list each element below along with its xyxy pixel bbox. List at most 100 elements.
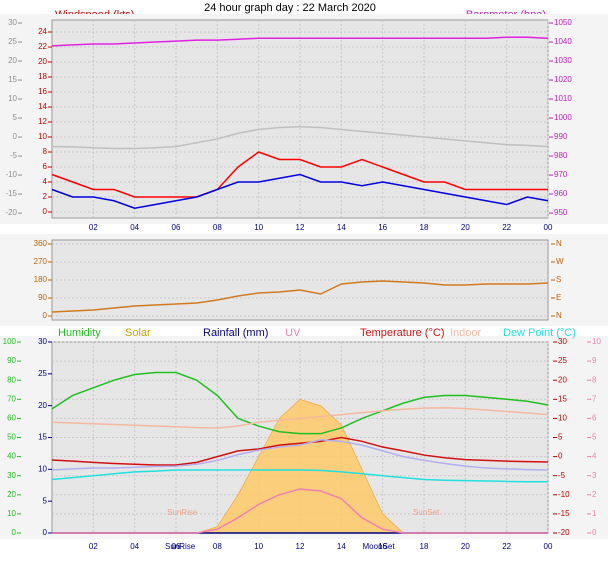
x-tick-label: 02 [89, 223, 98, 232]
y-tick-label: 180 [34, 275, 48, 284]
y2-tick-label: 0 [43, 528, 48, 537]
y2-tick-label: 1030 [554, 56, 572, 65]
annotation: SunRise [167, 508, 198, 517]
y3-tick-label: -20 [558, 528, 570, 537]
x-tick-label: 14 [337, 223, 346, 232]
y-tick-label: 40 [7, 452, 16, 461]
legend-entry: Dew Point (°C) [503, 327, 576, 339]
legend-entry: Indoor [450, 327, 482, 339]
x-tick-label: 16 [378, 542, 387, 551]
series-line [51, 439, 549, 471]
y3-tick-label: -5 [10, 151, 18, 160]
y2-tick-label: 990 [554, 132, 568, 141]
x-tick-label: 10 [254, 542, 263, 551]
series-line [51, 436, 549, 466]
x-tick-label: 02 [89, 542, 98, 551]
legend-entry: Temperature (°C) [360, 327, 444, 339]
x-tick-label: 16 [378, 223, 387, 232]
x-tick-label: 08 [213, 223, 222, 232]
y2-tick-label: 1010 [554, 94, 572, 103]
y2-tick-label: 25 [38, 369, 47, 378]
y2-tick-label: N [556, 311, 562, 320]
y4-tick-label: 5 [592, 433, 597, 442]
x-tick-label: 14 [337, 542, 346, 551]
y3-tick-label: 15 [558, 394, 567, 403]
y-tick-label: 360 [34, 239, 48, 248]
series-line [51, 371, 549, 435]
y-tick-label: 16 [38, 87, 47, 96]
series-line [51, 173, 549, 210]
y3-tick-label: 20 [558, 375, 567, 384]
y2-tick-label: 960 [554, 189, 568, 198]
y2-tick-label: 980 [554, 151, 568, 160]
y3-tick-label: 10 [558, 414, 567, 423]
y4-tick-label: 6 [592, 414, 597, 423]
y-tick-label: 24 [38, 27, 47, 36]
x-tick-label: 10 [254, 223, 263, 232]
y2-tick-label: N [556, 239, 562, 248]
y-tick-label: 8 [43, 147, 48, 156]
y-tick-label: 20 [7, 490, 16, 499]
y3-tick-label: 25 [558, 356, 567, 365]
y4-tick-label: 9 [592, 356, 597, 365]
y2-tick-label: 1000 [554, 113, 572, 122]
y2-tick-label: 15 [38, 433, 47, 442]
y-tick-label: 20 [38, 57, 47, 66]
y3-tick-label: 0 [558, 452, 563, 461]
x-tick-label: 04 [130, 542, 139, 551]
y3-tick-label: -10 [558, 490, 570, 499]
y4-tick-label: 4 [592, 452, 597, 461]
y4-tick-label: 8 [592, 375, 597, 384]
y3-tick-label: 30 [558, 337, 567, 346]
x-tick-label: 06 [172, 223, 181, 232]
series-line [51, 469, 548, 483]
y4-tick-label: 3 [592, 471, 597, 480]
y-tick-label: 10 [7, 509, 16, 518]
y-tick-label: 0 [12, 528, 17, 537]
y-tick-label: 90 [7, 356, 16, 365]
y2-tick-label: 30 [38, 337, 47, 346]
legend-entry: UV [285, 327, 301, 339]
y3-tick-label: -15 [5, 189, 17, 198]
y-tick-label: 10 [38, 132, 47, 141]
y3-tick-label: 20 [8, 56, 17, 65]
y-tick-label: 270 [34, 257, 48, 266]
y-tick-label: 90 [38, 293, 47, 302]
y-tick-label: 4 [43, 177, 48, 186]
y3-tick-label: 5 [13, 113, 18, 122]
y-tick-label: 80 [7, 375, 16, 384]
series-line [51, 406, 549, 429]
y3-tick-label: -20 [5, 208, 17, 217]
y-tick-label: 50 [7, 433, 16, 442]
y-tick-label: 6 [43, 162, 48, 171]
y4-tick-label: 1 [592, 509, 597, 518]
y2-tick-label: S [556, 275, 561, 284]
x-tick-label: 20 [461, 223, 470, 232]
x-tick-label: 18 [420, 223, 429, 232]
y2-tick-label: E [556, 293, 561, 302]
x-tick-label: 22 [502, 223, 511, 232]
axis-annotation: SunRise [165, 542, 196, 551]
x-tick-label: 06 [172, 542, 181, 551]
y3-tick-label: 10 [8, 94, 17, 103]
y-tick-label: 100 [3, 337, 17, 346]
y-tick-label: 0 [43, 207, 48, 216]
series-line [51, 126, 549, 150]
y-tick-label: 70 [7, 394, 16, 403]
y-tick-label: 18 [38, 72, 47, 81]
y3-tick-label: -10 [5, 170, 17, 179]
y2-tick-label: 970 [554, 170, 568, 179]
y-tick-label: 22 [38, 42, 47, 51]
x-tick-label: 00 [544, 542, 553, 551]
legend-entry: Rainfall (mm) [203, 327, 268, 339]
y2-tick-label: 1020 [554, 75, 572, 84]
y3-tick-label: -15 [558, 509, 570, 518]
legend-entry: Humidity [58, 327, 101, 339]
y-tick-label: 2 [43, 192, 48, 201]
series-line [52, 488, 548, 534]
x-tick-label: 22 [502, 542, 511, 551]
y3-tick-label: 15 [8, 75, 17, 84]
y4-tick-label: 0 [592, 528, 597, 537]
y4-tick-label: 10 [592, 337, 601, 346]
